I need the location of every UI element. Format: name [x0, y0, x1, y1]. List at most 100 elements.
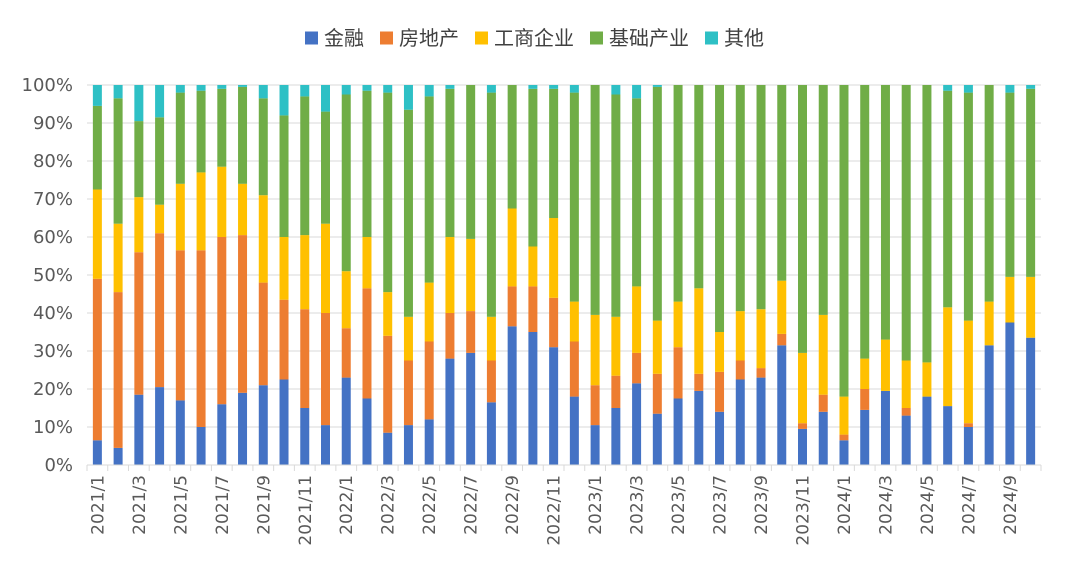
- bar-segment: [155, 387, 165, 465]
- y-axis: 0% 10% 20% 30% 40% 50% 60% 70% 80% 90% 100%: [22, 75, 73, 476]
- y-tick-label: 60%: [33, 227, 73, 248]
- bar-segment: [839, 440, 849, 465]
- bar-segment: [113, 292, 123, 448]
- bar-segment: [507, 85, 517, 209]
- bar-segment: [486, 92, 496, 317]
- bar-segment: [798, 428, 807, 465]
- bar-segment: [321, 313, 330, 426]
- bar-segment: [466, 85, 476, 239]
- bar-segment: [901, 360, 911, 408]
- bar-segment: [175, 183, 185, 251]
- bar-segment: [258, 282, 268, 386]
- bar-segment: [383, 432, 393, 465]
- bar-segment: [486, 316, 496, 361]
- bar-segment: [735, 379, 745, 465]
- bar-segment: [756, 377, 766, 465]
- legend-label: 基础产业: [609, 26, 689, 50]
- bar-segment: [134, 121, 144, 198]
- legend-swatch: [305, 31, 318, 45]
- y-tick-label: 100%: [22, 75, 73, 96]
- bar-segment: [466, 311, 476, 353]
- y-tick-label: 20%: [33, 379, 73, 400]
- bar-segment: [486, 360, 496, 403]
- bar-segment: [963, 85, 973, 93]
- bar-segment: [92, 105, 102, 190]
- bar-segment: [611, 316, 621, 376]
- bar-segment: [258, 385, 268, 465]
- bar-segment: [943, 90, 953, 308]
- bar-segment: [258, 195, 268, 283]
- x-tick-label: 2021/3: [130, 475, 150, 535]
- bar-segment: [652, 373, 662, 414]
- bar-segment: [673, 398, 683, 465]
- bar-segment: [279, 379, 289, 465]
- bar-segment: [860, 85, 870, 359]
- bar-segment: [403, 360, 413, 426]
- bar-segment: [217, 166, 227, 237]
- bar-segment: [632, 383, 642, 465]
- bar-segment: [155, 233, 165, 388]
- bars: [92, 85, 1036, 465]
- bar-segment: [175, 92, 185, 184]
- bar-segment: [632, 286, 642, 353]
- bar-segment: [175, 85, 185, 93]
- legend-label: 工商企业: [494, 26, 574, 50]
- x-tick-label: 2021/7: [213, 475, 233, 535]
- bar-segment: [652, 85, 662, 87]
- legend-item: 基础产业: [590, 26, 689, 50]
- bar-segment: [777, 85, 787, 281]
- bar-segment: [196, 90, 206, 173]
- bar-segment: [279, 299, 289, 380]
- bar-segment: [113, 447, 123, 465]
- legend-swatch: [705, 31, 718, 45]
- x-tick-label: 2021/1: [88, 475, 108, 535]
- legend-swatch: [590, 31, 603, 45]
- bar-segment: [590, 85, 600, 315]
- x-tick-label: 2023/1: [586, 475, 606, 535]
- bar-segment: [175, 400, 185, 465]
- x-tick-label: 2023/7: [711, 475, 731, 535]
- bar-segment: [798, 352, 807, 424]
- x-tick-label: 2022/7: [462, 475, 482, 535]
- bar-segment: [590, 425, 600, 465]
- bar-segment: [279, 115, 289, 237]
- x-tick-label: 2022/11: [545, 475, 565, 546]
- bar-segment: [756, 368, 766, 378]
- bar-segment: [569, 85, 579, 93]
- bar-segment: [341, 328, 351, 378]
- bar-segment: [92, 440, 102, 465]
- y-tick-label: 40%: [33, 303, 73, 324]
- legend-item: 其他: [705, 26, 764, 50]
- y-tick-label: 30%: [33, 341, 73, 362]
- gridlines: [87, 84, 1041, 428]
- bar-segment: [839, 434, 849, 441]
- bar-segment: [196, 250, 206, 427]
- bar-segment: [694, 373, 704, 391]
- bar-segment: [341, 85, 351, 95]
- bar-segment: [196, 172, 206, 251]
- bar-segment: [528, 332, 538, 465]
- bar-segment: [611, 94, 621, 317]
- bar-segment: [424, 419, 434, 465]
- bar-segment: [424, 282, 434, 342]
- legend-item: 工商企业: [475, 26, 574, 50]
- bar-segment: [922, 362, 932, 397]
- bar-segment: [1005, 276, 1015, 323]
- bar-segment: [963, 92, 973, 321]
- bar-segment: [238, 85, 248, 87]
- legend-label: 金融: [324, 26, 364, 50]
- bar-segment: [155, 117, 165, 205]
- bar-segment: [943, 307, 953, 407]
- bar-segment: [466, 238, 476, 312]
- x-tick-label: 2024/3: [876, 475, 896, 535]
- bar-segment: [818, 314, 828, 395]
- bar-segment: [92, 278, 102, 441]
- bar-segment: [300, 96, 310, 236]
- bar-segment: [569, 341, 579, 397]
- bar-segment: [901, 408, 911, 416]
- bar-segment: [403, 109, 413, 317]
- bar-segment: [445, 237, 455, 313]
- bar-segment: [673, 347, 683, 399]
- bar-segment: [984, 345, 994, 465]
- bar-segment: [362, 288, 372, 399]
